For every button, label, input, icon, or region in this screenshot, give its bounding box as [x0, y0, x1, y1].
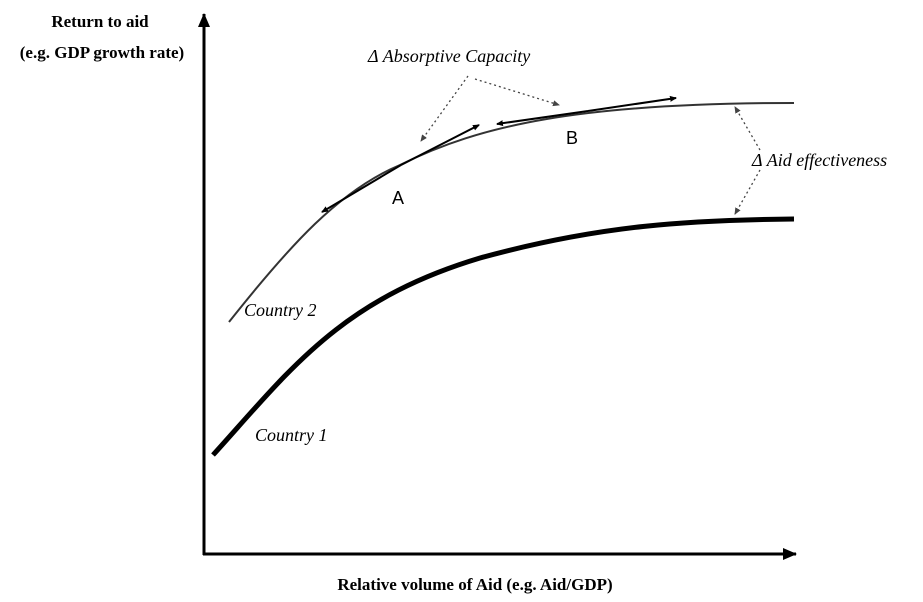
tangent-arrow-a-right — [400, 124, 480, 166]
absorptive-capacity-pointer-a — [420, 75, 469, 142]
y-axis-title-line2: (e.g. GDP growth rate) — [20, 43, 184, 62]
point-b-label: B — [566, 128, 578, 148]
aid-effectiveness-pointer-bottom — [734, 169, 761, 215]
tangent-arrow-b-left — [496, 110, 589, 127]
x-axis-title: Relative volume of Aid (e.g. Aid/GDP) — [337, 575, 612, 594]
tangent-arrow-a-left — [321, 164, 402, 213]
aid-effectiveness-pointer-top — [734, 106, 761, 151]
tangent-arrow-b-right — [587, 95, 677, 112]
point-a-label: A — [392, 188, 404, 208]
country-1-curve — [211, 216, 795, 457]
absorptive-capacity-label: Δ Absorptive Capacity — [367, 46, 530, 66]
absorptive-capacity-pointer-b — [474, 78, 560, 107]
country-2-label: Country 2 — [244, 300, 317, 320]
y-axis-title-line1: Return to aid — [51, 12, 149, 31]
country-1-label: Country 1 — [255, 425, 328, 445]
country-2-curve — [228, 102, 795, 323]
aid-effectiveness-label: Δ Aid effectiveness — [751, 150, 887, 170]
